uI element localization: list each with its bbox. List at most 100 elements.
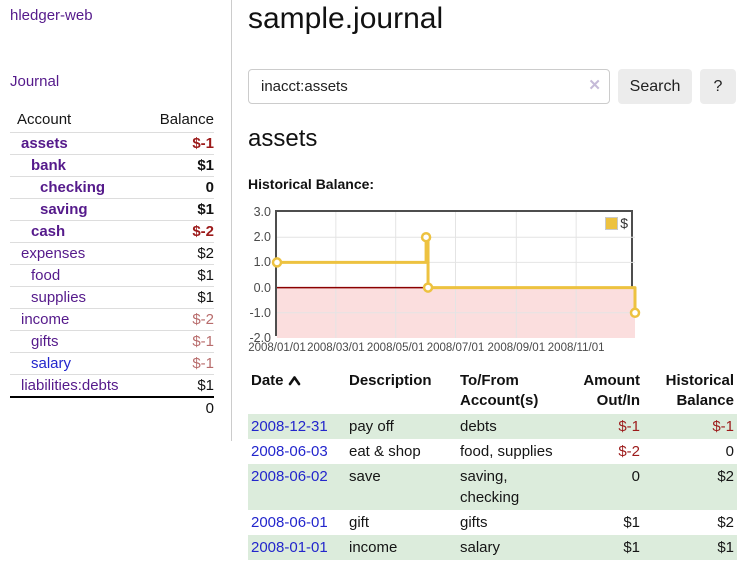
account-balance: $1: [197, 157, 214, 174]
account-balance: $-2: [192, 311, 214, 328]
account-row: income $-2: [10, 308, 214, 331]
account-balance: 0: [205, 179, 214, 196]
account-balance: $-1: [192, 135, 214, 152]
accounts-total: 0: [205, 400, 214, 417]
transaction-accounts: salary: [460, 539, 501, 556]
search-button[interactable]: Search: [618, 69, 692, 104]
chart-plot-area: $: [271, 210, 641, 338]
y-tick-label: 1.0: [253, 255, 271, 270]
account-row: bank $1: [10, 154, 214, 177]
account-link-gifts[interactable]: gifts: [31, 333, 59, 350]
accounts-total-row: 0: [10, 397, 214, 419]
balance-chart: 3.0 2.0 1.0 0.0 -1.0 -2.0 $ 2008/01/01 2008/03…: [248, 204, 742, 357]
legend-label: $: [620, 215, 628, 231]
x-tick-label: 2008/07/01: [426, 342, 485, 354]
sidebar-item-journal[interactable]: Journal: [10, 73, 60, 90]
x-tick-label: 2008/05/01: [366, 342, 425, 354]
clear-search-icon[interactable]: ✕: [588, 77, 601, 94]
app-title-link[interactable]: hledger-web: [10, 7, 93, 24]
account-link-salary[interactable]: salary: [31, 355, 72, 372]
account-link-food[interactable]: food: [31, 267, 61, 284]
transaction-description: pay off: [349, 418, 394, 435]
transaction-accounts: food, supplies: [460, 443, 553, 460]
account-link-income[interactable]: income: [21, 311, 70, 328]
amount-column-header: Amount Out/In: [583, 372, 640, 409]
transaction-balance: $2: [717, 514, 734, 531]
account-link-bank[interactable]: bank: [31, 157, 67, 174]
transaction-balance: $-1: [712, 418, 734, 435]
y-tick-label: 3.0: [253, 205, 271, 219]
x-tick-label: 2008/03/01: [307, 342, 365, 354]
account-link-liabilities-debts[interactable]: liabilities:debts: [21, 377, 119, 394]
sidebar: hledger-web Journal Account Balance asse…: [0, 0, 232, 441]
accounts-column-header: To/From Account(s): [460, 372, 539, 409]
balance-column-header: Historical Balance: [665, 372, 734, 409]
transaction-balance: $1: [717, 539, 734, 556]
account-column-header: Account: [17, 111, 72, 128]
account-balance: $1: [197, 201, 214, 218]
transaction-description: income: [349, 539, 398, 556]
transaction-amount: 0: [631, 468, 640, 485]
balance-column-header: Balance: [159, 111, 214, 128]
register-row: 2008-06-03 eat & shop food, supplies $-2…: [248, 439, 737, 464]
transaction-date-link[interactable]: 2008-01-01: [251, 539, 328, 556]
y-tick-label: 0.0: [253, 280, 271, 295]
account-link-assets[interactable]: assets: [21, 135, 68, 152]
register-row: 2008-01-01 income salary $1 $1: [248, 535, 737, 560]
search-form: ✕ Search ?: [248, 69, 742, 104]
register-row: 2008-12-31 pay off debts $-1 $-1: [248, 414, 737, 439]
description-column-header: Description: [349, 372, 432, 389]
x-tick-label: 2008/11/01: [547, 342, 605, 354]
x-tick-label: 2008/01/01: [248, 342, 306, 354]
account-heading: assets: [248, 125, 318, 152]
search-input[interactable]: [248, 69, 610, 104]
account-row: cash $-2: [10, 220, 214, 243]
date-column-header[interactable]: Date: [248, 368, 346, 414]
y-tick-label: -1.0: [249, 305, 271, 320]
account-row: expenses $2: [10, 242, 214, 265]
account-row: assets $-1: [10, 132, 214, 155]
transaction-accounts: debts: [460, 418, 497, 435]
transaction-date-link[interactable]: 2008-06-01: [251, 514, 328, 531]
transaction-description: save: [349, 468, 381, 485]
chart-canvas: [271, 212, 641, 338]
help-button[interactable]: ?: [700, 69, 736, 104]
transaction-amount: $1: [623, 539, 640, 556]
account-balance: $-1: [192, 355, 214, 372]
account-balance: $1: [197, 267, 214, 284]
transaction-description: eat & shop: [349, 443, 421, 460]
accounts-table: Account Balance assets $-1 bank $1 check…: [10, 109, 214, 419]
x-tick-label: 2008/09/01: [487, 342, 546, 354]
register-row: 2008-06-02 save saving, checking 0 $2: [248, 464, 737, 510]
transaction-description: gift: [349, 514, 370, 531]
account-balance: $-1: [192, 333, 214, 350]
account-row: saving $1: [10, 198, 214, 221]
account-link-expenses[interactable]: expenses: [21, 245, 86, 262]
account-balance: $1: [197, 289, 214, 306]
transaction-balance: 0: [725, 443, 734, 460]
legend-swatch-icon: [605, 216, 619, 230]
account-link-cash[interactable]: cash: [31, 223, 66, 240]
page-title: sample.journal: [248, 2, 444, 35]
register-table: Date Description To/From Account(s) Amou…: [248, 368, 737, 560]
account-row: gifts $-1: [10, 330, 214, 353]
account-row: salary $-1: [10, 352, 214, 375]
transaction-date-link[interactable]: 2008-12-31: [251, 418, 328, 435]
transaction-amount: $-1: [618, 418, 640, 435]
transaction-accounts: gifts: [460, 514, 488, 531]
chart-title: Historical Balance:: [248, 176, 375, 192]
account-balance: $-2: [192, 223, 214, 240]
account-row: food $1: [10, 264, 214, 287]
register-row: 2008-06-01 gift gifts $1 $2: [248, 510, 737, 535]
y-tick-label: -2.0: [249, 331, 271, 345]
account-link-checking[interactable]: checking: [40, 179, 106, 196]
account-link-saving[interactable]: saving: [40, 201, 88, 218]
transaction-date-link[interactable]: 2008-06-02: [251, 468, 328, 485]
transaction-amount: $-2: [618, 443, 640, 460]
transaction-balance: $2: [717, 468, 734, 485]
account-link-supplies[interactable]: supplies: [31, 289, 87, 306]
y-tick-label: 2.0: [253, 230, 271, 245]
sort-ascending-icon: [288, 372, 301, 392]
account-row: supplies $1: [10, 286, 214, 309]
transaction-date-link[interactable]: 2008-06-03: [251, 443, 328, 460]
